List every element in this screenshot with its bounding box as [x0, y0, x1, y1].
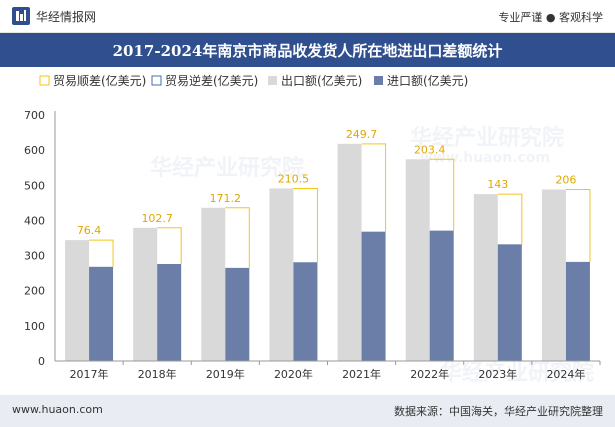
export-bar — [541, 189, 566, 361]
surplus-data-label: 171.2 — [210, 192, 242, 205]
x-tick-label: 2017年 — [70, 367, 109, 381]
y-tick-label: 100 — [24, 320, 45, 333]
import-bar — [497, 244, 522, 361]
import-bar — [565, 261, 590, 361]
footer-url[interactable]: www.huaon.com — [12, 403, 103, 416]
y-tick-label: 400 — [24, 214, 45, 227]
export-bar — [269, 188, 294, 361]
trade-balance-chart: 贸易顺差(亿美元) 贸易逆差(亿美元) 出口额(亿美元) 进口额(亿美元) 0 100 20… — [24, 73, 601, 381]
legend-swatch — [268, 76, 277, 85]
export-bar — [201, 207, 226, 361]
huajing-logo-icon — [12, 7, 30, 25]
y-tick-label: 500 — [24, 179, 45, 192]
export-bar — [65, 240, 90, 361]
surplus-bracket — [157, 227, 182, 265]
x-tick-label: 2023年 — [478, 367, 517, 381]
brand-name: 华经情报网 — [36, 9, 97, 24]
surplus-data-label: 143 — [487, 178, 508, 191]
surplus-bracket — [497, 193, 523, 245]
surplus-data-label: 210.5 — [278, 172, 310, 185]
surplus-data-label: 203.4 — [414, 143, 446, 156]
import-bar — [225, 267, 250, 361]
export-bar — [133, 227, 158, 361]
top-bar: 华经情报网 专业严谨 ● 客观科学 — [0, 0, 615, 33]
surplus-data-label: 249.7 — [346, 128, 378, 141]
export-bar — [337, 143, 362, 361]
legend-swatch — [39, 75, 50, 86]
x-tick-label: 2021年 — [342, 367, 381, 381]
footer: www.huaon.com 数据来源：中国海关，华经产业研究院整理 — [0, 395, 615, 427]
y-tick-label: 0 — [38, 355, 45, 368]
legend-label: 出口额(亿美元) — [281, 73, 362, 88]
import-bar — [429, 230, 454, 361]
y-tick-label: 600 — [24, 144, 45, 157]
brand[interactable]: 华经情报网 — [12, 7, 96, 25]
surplus-data-label: 102.7 — [141, 212, 173, 225]
x-tick-label: 2018年 — [138, 367, 177, 381]
x-tick-label: 2024年 — [546, 367, 585, 381]
import-bar — [89, 266, 114, 361]
legend-swatch — [151, 75, 162, 86]
export-bar — [405, 159, 430, 361]
surplus-bracket — [565, 189, 591, 262]
import-bar — [361, 231, 386, 361]
surplus-data-label: 206 — [555, 174, 576, 187]
surplus-bracket — [89, 239, 114, 267]
surplus-data-label: 76.4 — [77, 224, 102, 237]
legend-label: 进口额(亿美元) — [387, 73, 468, 88]
export-bar — [473, 194, 498, 361]
x-tick-label: 2022年 — [410, 367, 449, 381]
surplus-bracket — [225, 207, 250, 268]
data-source: 数据来源：中国海关，华经产业研究院整理 — [394, 405, 603, 418]
y-tick-label: 300 — [24, 250, 45, 263]
chart-title: 2017-2024年南京市商品收发货人所在地进出口差额统计 — [112, 41, 503, 60]
legend-swatch — [374, 76, 383, 85]
surplus-bracket — [429, 158, 455, 231]
import-bar — [157, 264, 182, 361]
surplus-bracket — [361, 143, 387, 232]
surplus-bracket — [293, 187, 318, 263]
y-tick-label: 200 — [24, 285, 45, 298]
import-bar — [293, 262, 318, 361]
x-tick-label: 2019年 — [206, 367, 245, 381]
y-tick-label: 700 — [24, 109, 45, 122]
legend-label: 贸易逆差(亿美元) — [165, 73, 258, 88]
title-bar: 2017-2024年南京市商品收发货人所在地进出口差额统计 — [0, 33, 615, 67]
legend-label: 贸易顺差(亿美元) — [53, 73, 146, 88]
x-tick-label: 2020年 — [274, 367, 313, 381]
slogan: 专业严谨 ● 客观科学 — [498, 11, 603, 24]
